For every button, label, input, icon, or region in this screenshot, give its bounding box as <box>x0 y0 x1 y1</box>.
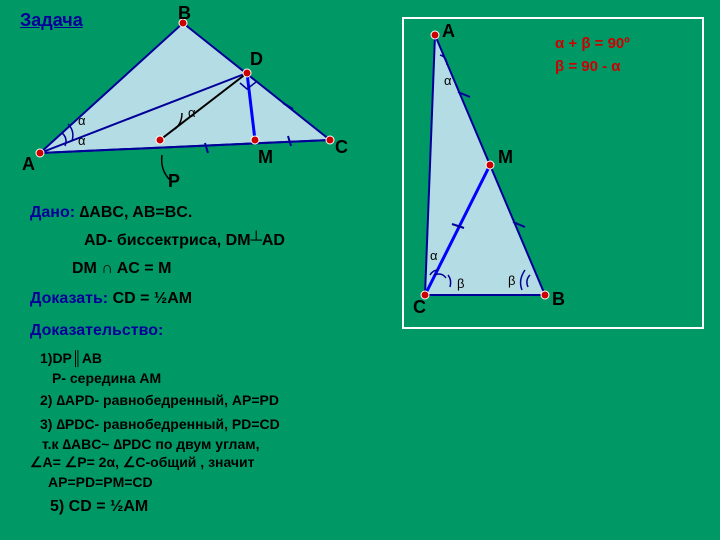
svg-text:α: α <box>430 248 438 263</box>
svg-text:A: A <box>442 21 455 41</box>
svg-text:α: α <box>78 113 86 128</box>
svg-text:M: M <box>498 147 513 167</box>
svg-text:A: A <box>22 154 35 174</box>
svg-text:C: C <box>413 297 426 317</box>
proof-2: 2) ∆APD- равнобедренный, AP=PD <box>40 392 279 408</box>
svg-text:α: α <box>188 105 196 120</box>
svg-text:α: α <box>444 73 452 88</box>
svg-text:M: M <box>258 147 273 167</box>
prove-label: Доказать: CD = ½AM <box>30 290 192 308</box>
svg-text:D: D <box>250 49 263 69</box>
svg-text:B: B <box>178 5 191 23</box>
proof-3: 3) ∆PDC- равнобедренный, PD=CD <box>40 416 280 432</box>
proof-1: 1)DP║AB <box>40 350 102 366</box>
svg-text:β: β <box>457 276 464 291</box>
proof-3c: ∠A= ∠P= 2α, ∠C-общий , значит <box>30 454 255 471</box>
right-diagram: α α β β A B C M <box>400 15 710 335</box>
svg-text:α: α <box>78 133 86 148</box>
svg-text:C: C <box>335 137 348 157</box>
given-label: Дано: ∆ABC, AB=BC. <box>30 204 192 222</box>
proof-3b: т.к ∆ABC~ ∆PDC по двум углам, <box>42 436 259 452</box>
proof-3d: AP=PD=PM=CD <box>48 474 153 490</box>
left-diagram: α α α A B C D M P <box>10 5 370 215</box>
svg-text:P: P <box>168 171 180 191</box>
svg-text:β: β <box>508 273 515 288</box>
given-line2: AD- биссектриса, DM┴AD <box>84 232 285 250</box>
proof-1b: P- середина AM <box>52 370 161 386</box>
proof-5: 5) CD = ½AM <box>50 498 148 516</box>
proof-label: Доказательство: <box>30 322 163 340</box>
svg-text:B: B <box>552 289 565 309</box>
given-line3: DM ∩ AC = M <box>72 260 171 278</box>
